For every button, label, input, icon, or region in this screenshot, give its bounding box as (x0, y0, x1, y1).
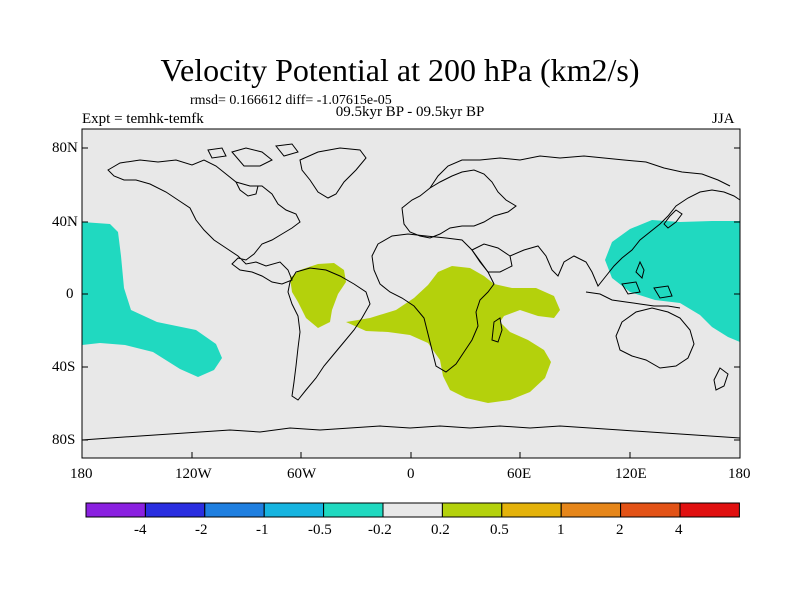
colorbar-label: -4 (134, 522, 147, 538)
coastline-north-america (107, 159, 301, 285)
colorbar-box-10 (679, 502, 740, 518)
coastline-south-america (287, 267, 371, 401)
colorbar-box-9 (620, 502, 681, 518)
lon-tick-label: 60E (507, 466, 532, 482)
colorbar-label: 1 (557, 522, 565, 538)
colorbar-box-6 (441, 502, 503, 518)
colorbar-box-1 (144, 502, 206, 518)
colorbar-label: 4 (675, 522, 683, 538)
lat-tick-label: 80S (52, 432, 76, 448)
colorbar-label: -2 (195, 522, 208, 538)
lon-tick-label: 180 (70, 466, 93, 482)
lat-tick-label: 40N (52, 214, 78, 230)
tick-marks (81, 147, 741, 458)
coastline-arctic-islands (207, 143, 299, 167)
colorbar-box-4 (323, 502, 384, 518)
coastline-greenland (299, 147, 367, 199)
colorbar-box-8 (560, 502, 622, 518)
colorbar-label: -1 (256, 522, 269, 538)
colorbar-box-0 (85, 502, 146, 518)
experiment-label: Expt = temhk-temfk (82, 111, 204, 127)
coastline-maritime-continent (585, 260, 681, 309)
colorbar-box-5 (382, 502, 443, 518)
coastline-hudson-bay (235, 181, 259, 197)
colorbar-label: 0.5 (490, 522, 509, 538)
colorbar-box-2 (204, 502, 265, 518)
coastlines (81, 143, 741, 441)
west-pacific-negative-region (605, 220, 740, 342)
lon-tick-label: 120E (615, 466, 647, 482)
east-pacific-negative-region (82, 222, 222, 377)
coastline-japan (663, 209, 683, 229)
coastline-north-eurasia (429, 155, 731, 189)
coastline-madagascar (491, 317, 503, 343)
colorbar-label: -0.2 (368, 522, 392, 538)
coastline-africa (371, 233, 495, 373)
rmsd-diff-line: rmsd= 0.166612 diff= -1.07615e-05 (190, 93, 392, 108)
season-label: JJA (712, 111, 735, 127)
coastline-antarctica (81, 425, 741, 441)
coastline-europe (401, 169, 517, 239)
plot-title: Velocity Potential at 200 hPa (km2/s) (160, 52, 640, 88)
period-label: 09.5kyr BP - 09.5kyr BP (335, 104, 485, 120)
colorbar-box-3 (263, 502, 325, 518)
lat-tick-label: 0 (66, 286, 74, 302)
colorbar-label: -0.5 (308, 522, 332, 538)
africa-indian-ocean-positive-region (346, 266, 560, 403)
south-america-positive-region (290, 263, 346, 328)
coastline-arabia (471, 243, 513, 273)
lat-tick-label: 80N (52, 140, 78, 156)
lon-tick-label: 180 (728, 466, 751, 482)
lon-tick-label: 120W (175, 466, 212, 482)
lon-tick-label: 60W (287, 466, 317, 482)
coastline-south-asia (509, 189, 741, 287)
colorbar-label: 0.2 (431, 522, 450, 538)
lon-tick-label: 0 (407, 466, 415, 482)
coastline-new-zealand (713, 367, 729, 391)
colorbar-box-7 (501, 502, 562, 518)
coastline-australia (615, 307, 695, 369)
colorbar (85, 502, 740, 518)
lat-tick-label: 40S (52, 359, 76, 375)
colorbar-label: 2 (616, 522, 624, 538)
